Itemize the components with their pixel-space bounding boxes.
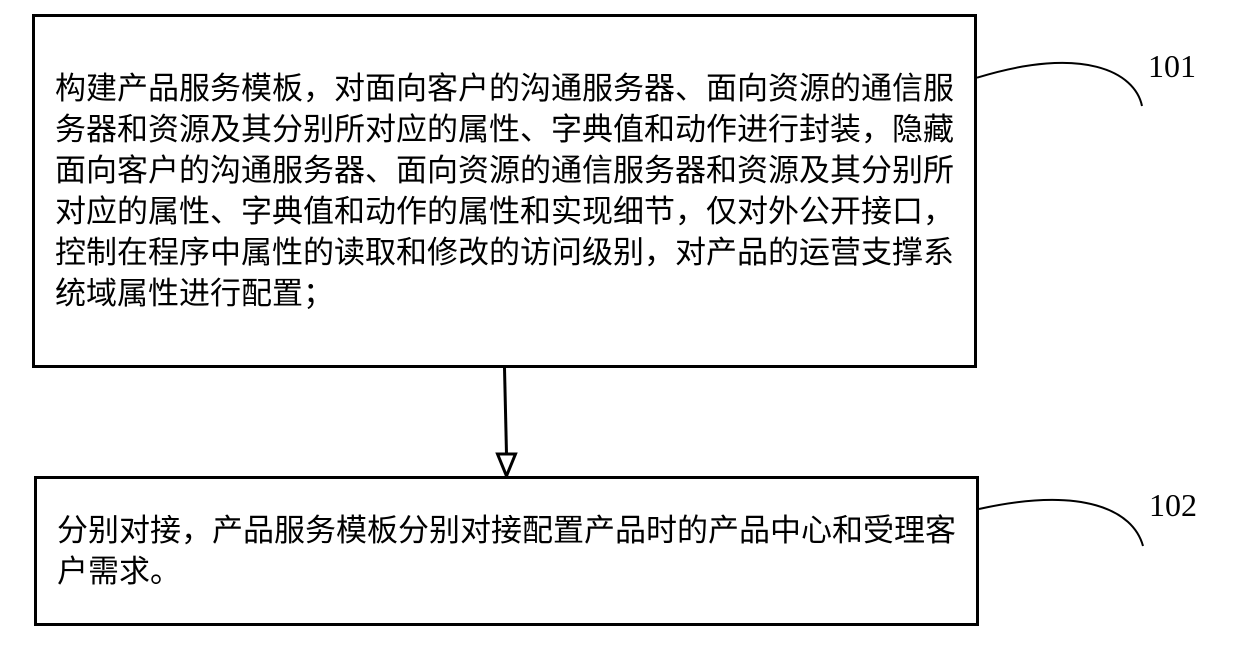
flow-step-box101: 构建产品服务模板，对面向客户的沟通服务器、面向资源的通信服务器和资源及其分别所对… [32, 14, 977, 368]
callout-line-box101 [977, 63, 1142, 106]
arrow-box101-box102 [505, 368, 507, 454]
arrow-head-box101-box102 [498, 454, 516, 476]
callout-label-box102: 102 [1149, 487, 1197, 524]
callout-label-box101: 101 [1148, 48, 1196, 85]
flow-step-box102: 分别对接，产品服务模板分别对接配置产品时的产品中心和受理客户需求。 [34, 476, 979, 626]
flow-step-text: 分别对接，产品服务模板分别对接配置产品时的产品中心和受理客户需求。 [57, 510, 956, 592]
flowchart-canvas: 构建产品服务模板，对面向客户的沟通服务器、面向资源的通信服务器和资源及其分别所对… [0, 0, 1240, 659]
flow-step-text: 构建产品服务模板，对面向客户的沟通服务器、面向资源的通信服务器和资源及其分别所对… [55, 68, 954, 314]
callout-line-box102 [979, 500, 1143, 546]
